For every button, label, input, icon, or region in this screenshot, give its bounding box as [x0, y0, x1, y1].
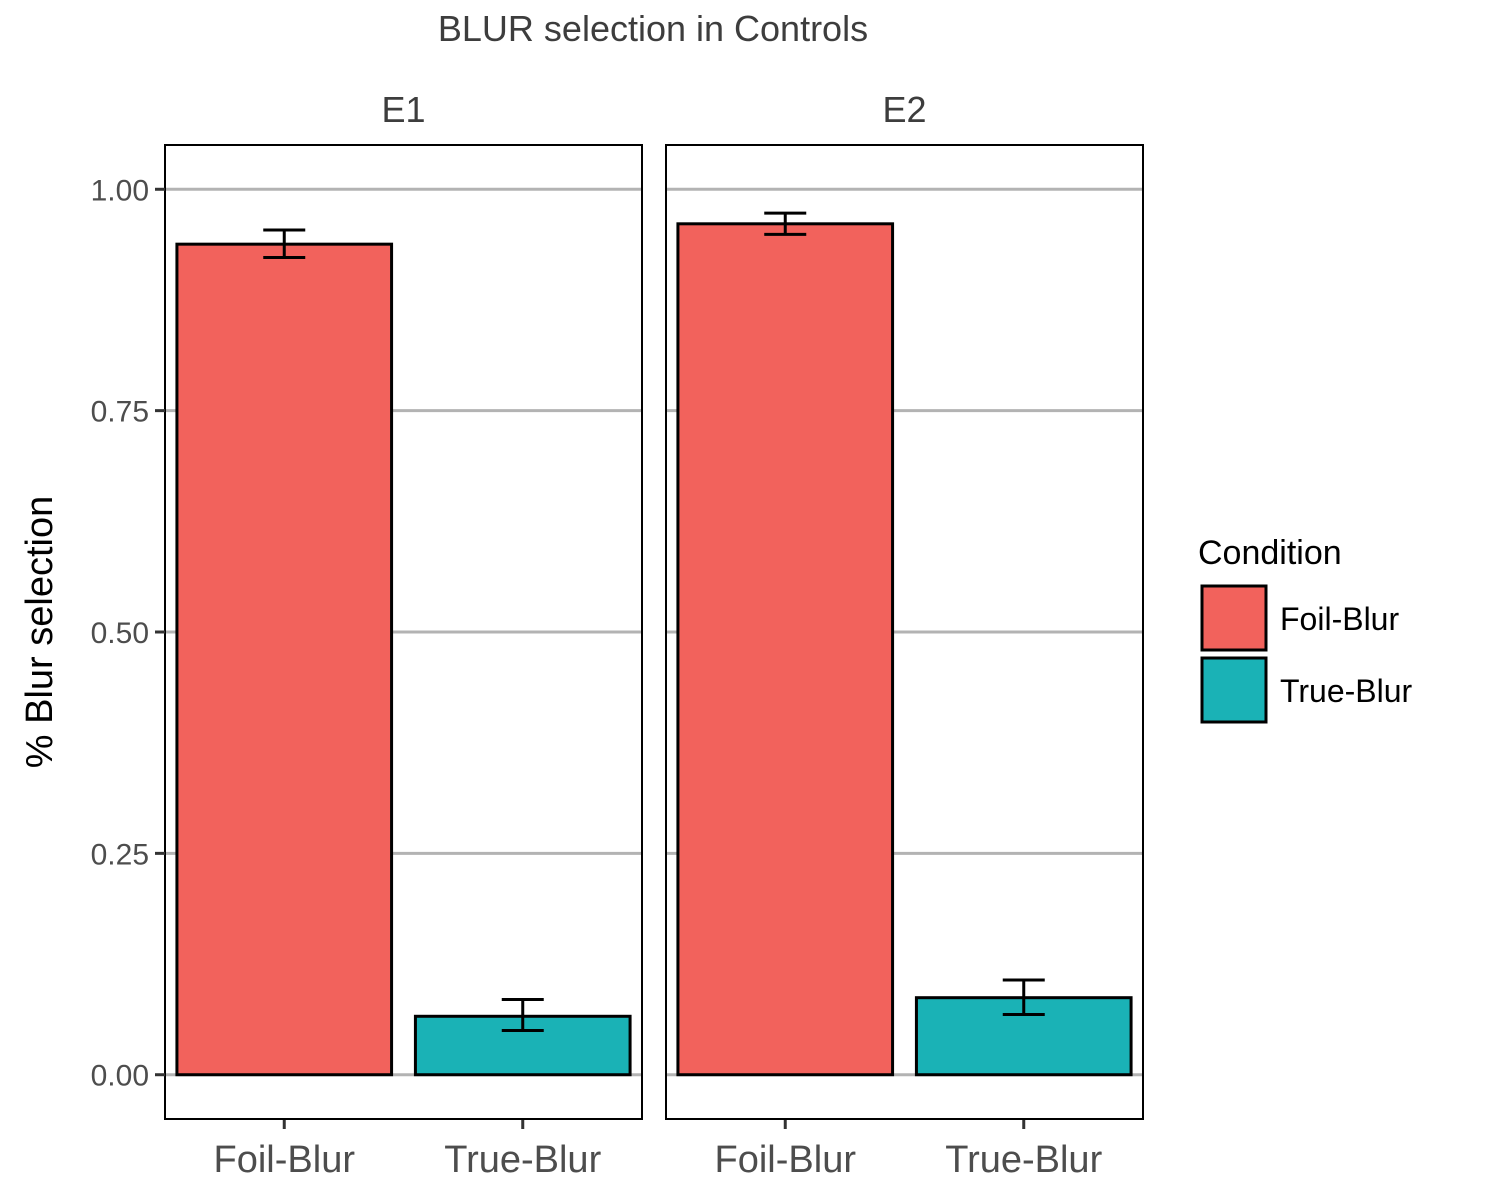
facet-label: E1	[381, 89, 425, 130]
error-bar	[263, 228, 306, 259]
error-bar	[1002, 978, 1045, 1017]
x-tick-label: True-Blur	[444, 1139, 601, 1181]
y-axis: 0.00 0.25 0.50 0.75 1.00	[91, 174, 165, 1093]
facet-panel-e1: E1 Foil-Blur True-Blur	[164, 89, 643, 1181]
x-tick-label: Foil-Blur	[715, 1139, 857, 1181]
y-tick-label: 0.50	[91, 617, 149, 650]
facet-label: E2	[882, 89, 926, 130]
legend-swatch-foil-blur	[1200, 584, 1268, 652]
facet-panels: E1 Foil-Blur True-Blur E2 Foil-Blur True-Blur	[164, 89, 1144, 1181]
error-bar	[501, 997, 544, 1032]
facet-panel-e2: E2 Foil-Blur True-Blur	[665, 89, 1144, 1181]
x-tick-label: Foil-Blur	[214, 1139, 356, 1181]
y-tick-label: 0.00	[91, 1060, 149, 1093]
legend-swatch-true-blur	[1200, 656, 1268, 724]
bar-foil-blur	[676, 222, 895, 1077]
panel-border	[665, 144, 1144, 1120]
error-bar	[764, 211, 807, 236]
y-tick-label: 0.75	[91, 396, 149, 429]
bar-foil-blur	[175, 242, 394, 1077]
legend: Condition Foil-Blur True-Blur	[1198, 534, 1413, 724]
y-axis-label: % Blur selection	[19, 496, 61, 768]
y-tick-label: 1.00	[91, 174, 149, 207]
legend-label: True-Blur	[1280, 673, 1413, 709]
legend-title: Condition	[1198, 534, 1342, 572]
y-tick-label: 0.25	[91, 838, 149, 871]
x-tick-label: True-Blur	[945, 1139, 1102, 1181]
legend-label: Foil-Blur	[1280, 601, 1399, 637]
chart-title: BLUR selection in Controls	[438, 8, 868, 49]
